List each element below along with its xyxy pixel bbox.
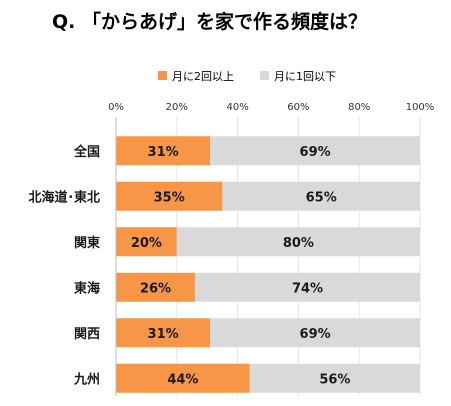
legend: 月に2回以上 月に1回以下 (158, 70, 336, 83)
bar-segment (176, 227, 420, 257)
category-label: 北海道･東北 (28, 189, 100, 205)
x-tick-label: 100% (406, 102, 435, 113)
data-label: 20% (131, 236, 162, 251)
bar-segment (210, 318, 420, 348)
bar-segment (116, 227, 177, 257)
x-tick-label: 20% (166, 102, 188, 113)
x-tick-label: 40% (226, 102, 248, 113)
bar-segment (222, 181, 420, 211)
category-label: 九州 (73, 372, 100, 387)
bar-segment (195, 272, 420, 302)
data-label: 31% (148, 145, 179, 160)
data-label: 80% (283, 236, 314, 251)
legend-label-1: 月に1回以下 (274, 70, 336, 83)
category-label: 東海 (74, 280, 100, 296)
data-label: 56% (319, 372, 350, 387)
data-label: 69% (300, 327, 331, 342)
bars (116, 136, 420, 393)
category-label: 関西 (74, 327, 100, 342)
x-tick-label: 60% (287, 102, 309, 113)
x-tick-label: 0% (108, 102, 124, 113)
data-label: 44% (167, 372, 198, 387)
x-axis-ticks: 0% 20% 40% 60% 80% 100% (108, 102, 434, 113)
data-labels: 31% 69% 35% 65% 20% 80% 26% 74% 31% 69% 44% 56% (131, 145, 351, 388)
data-label: 74% (292, 281, 323, 296)
data-label: 69% (300, 145, 331, 160)
category-label: 関東 (74, 235, 100, 251)
bar-segment (116, 181, 223, 211)
data-label: 26% (140, 281, 171, 296)
bar-segment (116, 318, 211, 348)
category-label: 全国 (73, 144, 100, 160)
data-label: 65% (306, 190, 337, 205)
x-tick-label: 80% (348, 102, 370, 113)
bar-segment (249, 363, 420, 393)
legend-label-0: 月に2回以上 (172, 70, 234, 83)
chart-title: Q. 「からあげ」を家で作る頻度は？ (52, 10, 367, 33)
bar-segment (116, 136, 211, 166)
legend-swatch-1 (260, 71, 269, 80)
data-label: 31% (148, 327, 179, 342)
data-label: 35% (154, 190, 185, 205)
bar-segment (116, 363, 250, 393)
bar-segment (210, 136, 420, 166)
bar-segment (116, 272, 196, 302)
legend-swatch-0 (158, 71, 167, 80)
